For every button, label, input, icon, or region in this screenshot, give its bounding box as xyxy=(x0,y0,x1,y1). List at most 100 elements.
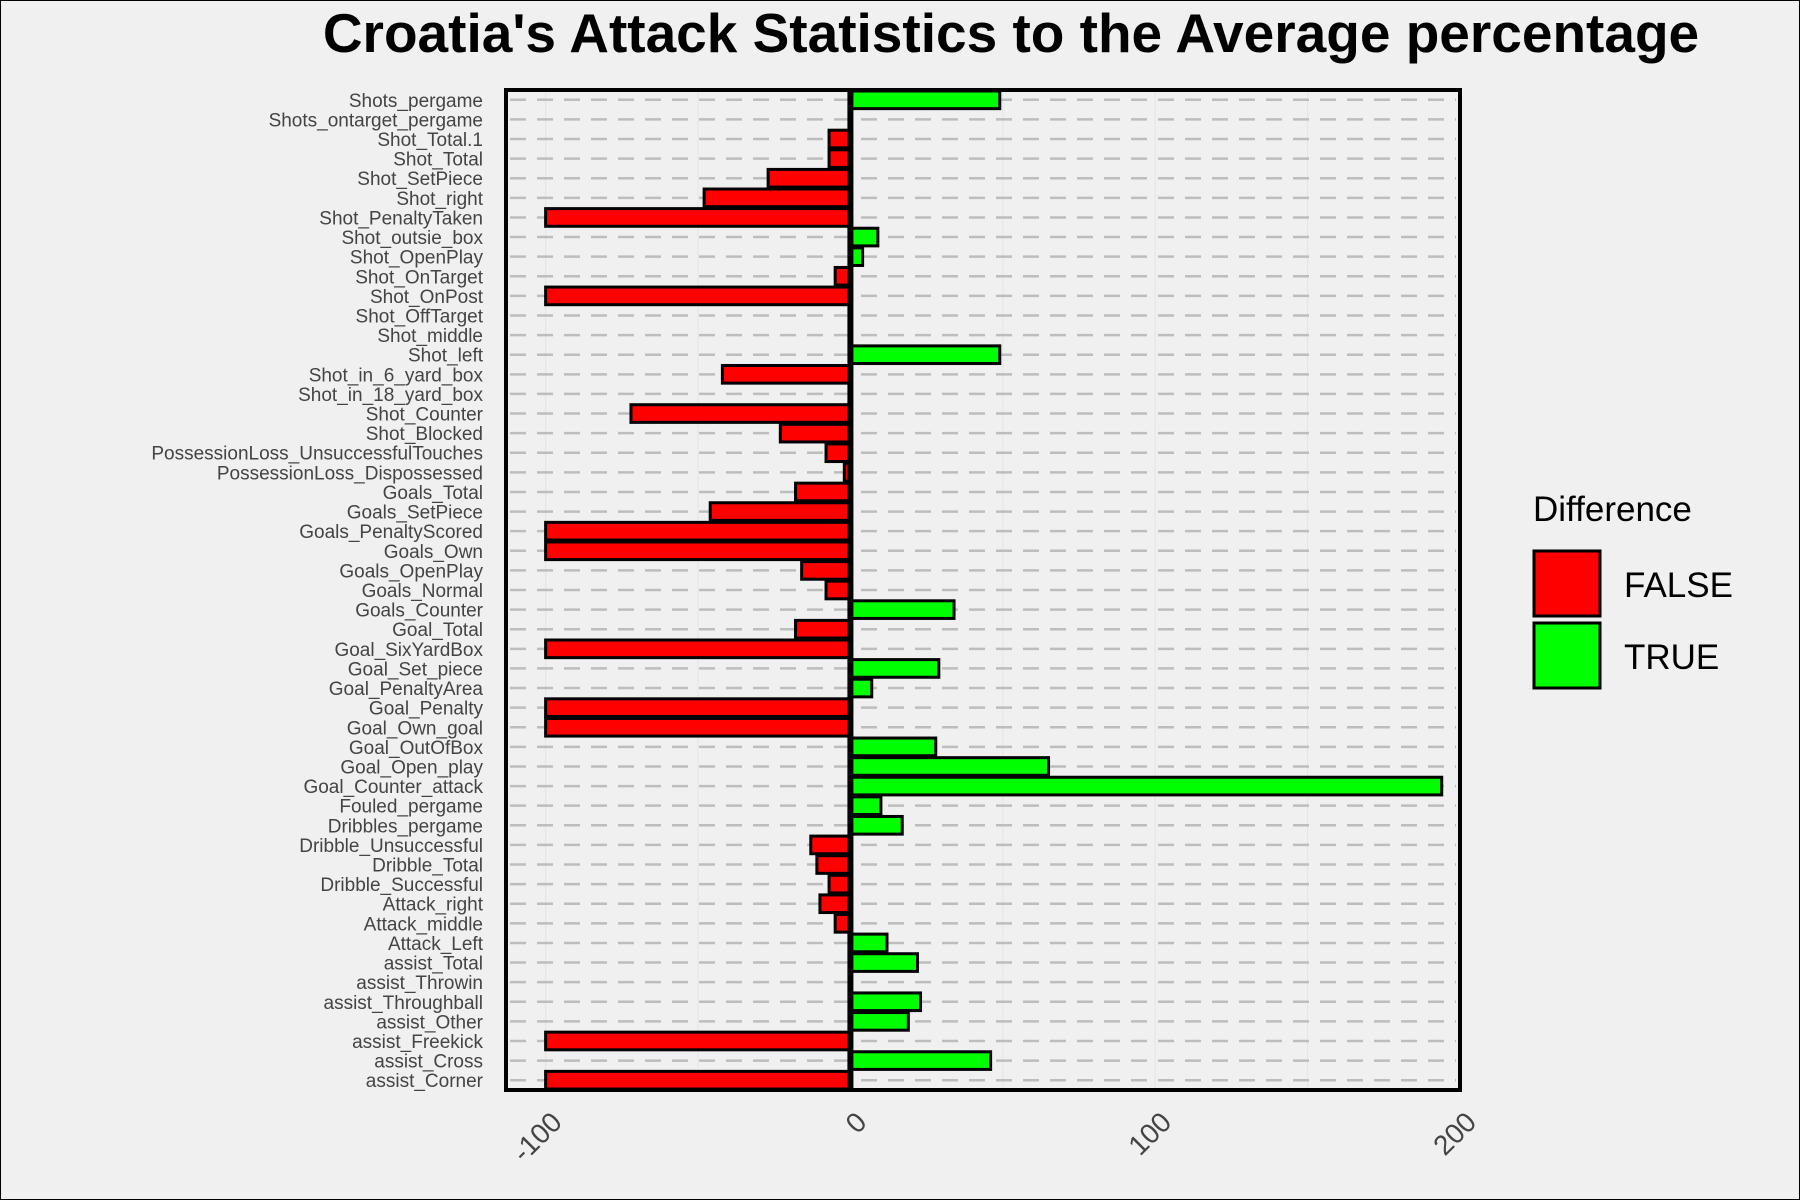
category-label: Shots_ontarget_pergame xyxy=(269,110,483,131)
category-label: Goal_SixYardBox xyxy=(334,640,483,661)
category-label: assist_Freekick xyxy=(352,1032,483,1053)
category-label: Attack_middle xyxy=(364,914,483,935)
category-label: Shot_OnTarget xyxy=(355,267,484,288)
legend-swatch-true xyxy=(1532,621,1602,690)
category-label: Goals_Own xyxy=(384,542,483,563)
category-label: assist_Corner xyxy=(366,1071,484,1092)
category-label: Shot_Total xyxy=(393,150,483,171)
bar-goal-total xyxy=(794,618,852,640)
bar-fouled-pergame xyxy=(848,795,883,817)
bar-shot-counter xyxy=(629,403,852,424)
x-tick-label: 200 xyxy=(1427,1106,1482,1161)
category-label: Shot_middle xyxy=(377,326,483,347)
legend-label-true: TRUE xyxy=(1624,638,1719,677)
bar-shot-blocked xyxy=(778,422,852,444)
bar-goal-outofbox xyxy=(848,736,938,758)
category-label: assist_Throughball xyxy=(324,993,483,1014)
category-label: PossessionLoss_UnsuccessfulTouches xyxy=(151,444,483,465)
x-tick-label: 0 xyxy=(840,1106,873,1139)
bar-goal-penalty xyxy=(544,697,852,718)
bar-goals-penaltyscored xyxy=(544,520,852,542)
category-label: assist_Cross xyxy=(374,1052,483,1073)
bar-goal-sixyardbox xyxy=(544,638,852,660)
category-label: assist_Total xyxy=(384,954,483,975)
category-label: assist_Throwin xyxy=(356,973,483,994)
bar-goals-own xyxy=(544,540,852,562)
bar-dribbles-pergame xyxy=(848,814,904,836)
legend-swatch-false xyxy=(1532,549,1602,618)
bar-shot-outsie-box xyxy=(848,226,880,248)
category-label: Goal_PenaltyArea xyxy=(329,679,484,700)
bar-shot-total-1 xyxy=(827,128,852,150)
bar-assist-freekick xyxy=(544,1030,852,1052)
category-label: Goals_Normal xyxy=(362,581,483,602)
bar-goals-normal xyxy=(824,579,852,601)
category-label: Dribbles_pergame xyxy=(328,816,483,837)
bar-assist-total xyxy=(848,952,919,973)
category-label: Goals_Counter xyxy=(355,601,483,622)
bar-shots-pergame xyxy=(848,89,1002,111)
category-label: Goal_Total xyxy=(392,620,483,641)
category-label: Shots_pergame xyxy=(349,91,483,112)
bar-goals-total xyxy=(794,481,852,503)
category-label: Shot_PenaltyTaken xyxy=(319,208,483,229)
bar-goal-counter-attack xyxy=(848,775,1444,797)
bar-goals-counter xyxy=(848,599,956,620)
category-label: PossessionLoss_Dispossessed xyxy=(217,463,483,484)
category-label: Dribble_Total xyxy=(372,856,483,877)
bar-shot-right xyxy=(702,187,852,209)
bar-assist-other xyxy=(848,1011,910,1032)
bar-shot-in-6-yard-box xyxy=(720,363,852,385)
bar-assist-throughball xyxy=(848,991,923,1013)
bar-dribble-successful xyxy=(827,873,852,895)
category-label: Shot_OffTarget xyxy=(356,306,484,327)
bar-shot-onpost xyxy=(544,285,852,307)
bar-dribble-total xyxy=(815,854,852,875)
bar-goal-own-goal xyxy=(544,716,852,738)
category-label: Dribble_Unsuccessful xyxy=(299,836,483,857)
category-label: Goal_Counter_attack xyxy=(303,777,483,798)
category-label: Shot_left xyxy=(408,346,484,367)
category-label: Fouled_pergame xyxy=(339,797,483,818)
bar-goals-setpiece xyxy=(708,501,852,522)
category-label: Goal_Open_play xyxy=(340,757,483,778)
category-label: Goals_SetPiece xyxy=(347,503,483,524)
category-label: Goals_OpenPlay xyxy=(339,561,483,582)
bar-shot-total xyxy=(827,148,852,169)
category-label: Dribble_Successful xyxy=(320,875,483,896)
x-tick-label: -100 xyxy=(506,1106,568,1168)
legend: Difference FALSE TRUE xyxy=(1532,490,1733,690)
bar-assist-corner xyxy=(544,1069,852,1091)
category-label: Goals_PenaltyScored xyxy=(299,522,483,543)
bar-attack-right xyxy=(818,893,852,915)
bar-possessionloss-unsuccessfultouches xyxy=(824,442,852,464)
bar-goal-penaltyarea xyxy=(848,677,874,699)
category-label: Shot_in_6_yard_box xyxy=(309,365,484,386)
bar-dribble-unsuccessful xyxy=(809,834,852,856)
plot-border xyxy=(504,88,1462,1092)
category-label: Shot_OpenPlay xyxy=(350,248,484,269)
category-label: Shot_in_18_yard_box xyxy=(298,385,483,406)
category-label: Shot_Blocked xyxy=(366,424,483,445)
category-label: Goal_Penalty xyxy=(369,699,484,720)
x-axis-ticks: -100 0 100 200 xyxy=(506,1106,1482,1168)
bar-goals-openplay xyxy=(800,560,852,581)
category-label: Shot_Counter xyxy=(366,405,484,426)
bar-shot-setpiece xyxy=(766,167,852,189)
x-tick-label: 100 xyxy=(1122,1106,1177,1161)
category-label: Shot_OnPost xyxy=(370,287,484,308)
bar-assist-cross xyxy=(848,1050,993,1071)
category-label: Attack_Left xyxy=(388,934,484,955)
category-label: assist_Other xyxy=(376,1012,483,1033)
category-label: Goal_Set_piece xyxy=(348,659,483,680)
bar-shot-left xyxy=(848,344,1002,366)
legend-title: Difference xyxy=(1533,490,1692,529)
category-label: Shot_SetPiece xyxy=(357,169,483,190)
category-label: Shot_Total.1 xyxy=(377,130,483,151)
category-label: Attack_right xyxy=(383,895,484,916)
bar-goal-open-play xyxy=(848,756,1051,777)
grid xyxy=(506,90,1461,1090)
chart-title: Croatia's Attack Statistics to the Avera… xyxy=(323,2,1699,64)
bar-shot-penaltytaken xyxy=(544,207,852,228)
